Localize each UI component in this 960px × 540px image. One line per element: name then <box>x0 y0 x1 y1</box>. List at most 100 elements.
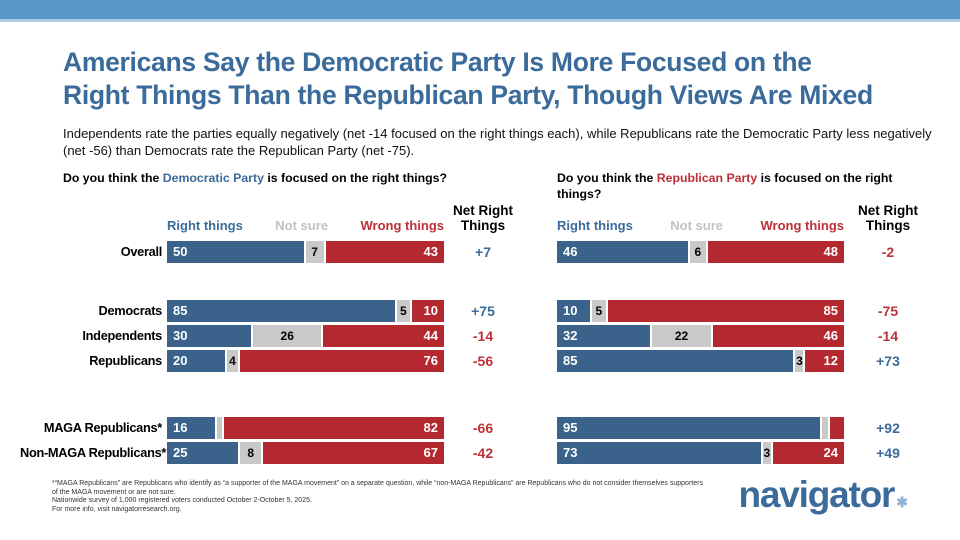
segment-right-things: 73 <box>557 442 761 464</box>
segment-right-things: 85 <box>167 300 395 322</box>
net-value: +49 <box>876 445 900 461</box>
navigator-logo-text: navigator <box>738 474 896 515</box>
net-header-line1: Net Right <box>858 203 918 218</box>
segment-not-sure: 5 <box>396 300 410 322</box>
row-label: Democrats <box>98 303 163 318</box>
segment-not-sure: 4 <box>227 350 238 372</box>
chart-question: Do you think the Democratic Party is foc… <box>20 170 522 202</box>
segment-not-sure: 5 <box>592 300 606 322</box>
segment-wrong-things: 67 <box>263 442 444 464</box>
segment-not-sure <box>822 417 828 439</box>
net-value: +73 <box>876 353 900 369</box>
segment-wrong-things: 76 <box>239 350 444 372</box>
table-row: Democrats 85 5 10 +75 <box>20 300 522 322</box>
page-title-line2: Right Things Than the Republican Party, … <box>63 80 873 110</box>
segment-right-things: 85 <box>557 350 794 372</box>
question-prefix: Do you think the <box>63 171 163 185</box>
header-not-sure: Not sure <box>275 218 329 233</box>
stacked-bar: 85 5 10 <box>167 300 444 322</box>
stacked-bar: 85 3 12 <box>557 350 844 372</box>
logo-star-icon: ✱ <box>896 494 908 510</box>
segment-right-things: 46 <box>557 241 688 263</box>
net-value: +7 <box>475 244 491 260</box>
table-row: 95 +92 <box>557 417 932 439</box>
segment-not-sure: 8 <box>240 442 262 464</box>
page-title: Americans Say the Democratic Party Is Mo… <box>63 46 939 112</box>
segment-right-things: 30 <box>167 325 252 347</box>
segment-right-things: 32 <box>557 325 650 347</box>
net-value: -2 <box>881 244 895 260</box>
net-header-line2: Things <box>460 218 506 233</box>
header-net-right-things: Net Right Things <box>844 203 932 233</box>
table-row: 46 6 48 -2 <box>557 241 932 263</box>
row-label: MAGA Republicans* <box>43 420 162 435</box>
segment-headers: Right things Not sure Wrong things <box>557 218 844 233</box>
segment-right-things: 25 <box>167 442 239 464</box>
table-row: 85 3 12 +73 <box>557 350 932 372</box>
net-value: -14 <box>877 328 899 344</box>
segment-not-sure <box>216 417 222 439</box>
question-suffix: is focused on the right things? <box>263 171 447 185</box>
net-value: -75 <box>877 303 899 319</box>
segment-headers: Right things Not sure Wrong things <box>167 218 444 233</box>
segment-wrong-things <box>829 417 844 439</box>
header-wrong-things: Wrong things <box>760 218 844 233</box>
footnote-survey-info: Nationwide survey of 1,000 registered vo… <box>52 497 312 505</box>
column-headers: Right things Not sure Wrong things Net Righ… <box>557 202 932 233</box>
segment-wrong-things: 10 <box>411 300 444 322</box>
net-value: +92 <box>876 420 900 436</box>
segment-right-things: 50 <box>167 241 304 263</box>
net-header-line1: Net Right <box>453 203 513 218</box>
table-row: 32 22 46 -14 <box>557 325 932 347</box>
subtitle: Independents rate the parties equally ne… <box>63 126 932 158</box>
segment-not-sure: 3 <box>762 442 771 464</box>
header-right-things: Right things <box>557 218 633 233</box>
header-right-things: Right things <box>167 218 243 233</box>
segment-wrong-things: 12 <box>805 350 844 372</box>
top-accent-band <box>0 0 960 22</box>
net-value: -14 <box>472 328 494 344</box>
navigator-logo: navigator ✱ <box>739 474 908 516</box>
header-net-right-things: Net Right Things <box>444 203 522 233</box>
question-suffix-line2: things? <box>557 187 602 201</box>
segment-not-sure: 6 <box>689 241 706 263</box>
table-row: Non-MAGA Republicans* 25 8 67 -42 <box>20 442 522 464</box>
segment-not-sure: 26 <box>253 325 322 347</box>
row-label: Overall <box>120 244 163 259</box>
header-not-sure: Not sure <box>670 218 724 233</box>
page-title-line1: Americans Say the Democratic Party Is Mo… <box>63 47 812 77</box>
segment-not-sure: 7 <box>305 241 324 263</box>
stacked-bar: 30 26 44 <box>167 325 444 347</box>
table-row: 10 5 85 -75 <box>557 300 932 322</box>
net-header-line2: Things <box>865 218 911 233</box>
stacked-bar: 20 4 76 <box>167 350 444 372</box>
segment-wrong-things: 85 <box>607 300 844 322</box>
stacked-bar: 50 7 43 <box>167 241 444 263</box>
footnote-maga-definition: *“MAGA Republicans” are Republicans who … <box>52 480 703 496</box>
header-wrong-things: Wrong things <box>360 218 444 233</box>
stacked-bar: 16 82 <box>167 417 444 439</box>
segment-wrong-things: 44 <box>323 325 444 347</box>
question-party-name: Republican Party <box>656 171 758 185</box>
segment-not-sure: 3 <box>795 350 804 372</box>
stacked-bar: 25 8 67 <box>167 442 444 464</box>
net-value: -56 <box>472 353 494 369</box>
column-headers: Right things Not sure Wrong things Net Righ… <box>20 202 522 233</box>
net-value: -66 <box>472 420 494 436</box>
chart-question: Do you think the Republican Party is foc… <box>557 170 932 202</box>
segment-right-things: 20 <box>167 350 226 372</box>
segment-wrong-things: 46 <box>713 325 844 347</box>
stacked-bar: 73 3 24 <box>557 442 844 464</box>
net-value: +75 <box>471 303 495 319</box>
segment-right-things: 95 <box>557 417 821 439</box>
stacked-bar: 95 <box>557 417 844 439</box>
stacked-bar: 10 5 85 <box>557 300 844 322</box>
table-row: Independents 30 26 44 -14 <box>20 325 522 347</box>
table-row: Republicans 20 4 76 -56 <box>20 350 522 372</box>
question-prefix: Do you think the <box>557 171 657 185</box>
segment-wrong-things: 24 <box>772 442 844 464</box>
question-party-name: Democratic Party <box>162 171 264 185</box>
democratic-party-chart: Do you think the Democratic Party is foc… <box>20 170 522 464</box>
stacked-bar: 32 22 46 <box>557 325 844 347</box>
footnote-more-info: For more info, visit navigatorresearch.o… <box>52 505 182 513</box>
